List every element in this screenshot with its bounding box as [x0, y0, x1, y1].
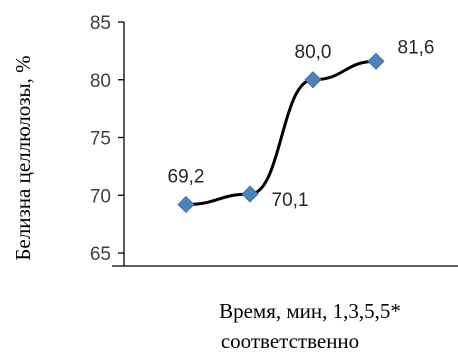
- y-tick-label: 80: [90, 71, 111, 92]
- y-tick-label: 65: [90, 244, 111, 265]
- series-line: [185, 59, 377, 206]
- data-label: 70,1: [272, 190, 309, 211]
- y-ticks: 65 70 75 80 85: [90, 13, 124, 265]
- data-labels: 69,2 70,1 80,0 81,6: [168, 37, 435, 211]
- data-label: 69,2: [168, 166, 205, 187]
- data-point-marker: [177, 195, 195, 214]
- data-point-marker: [241, 185, 259, 203]
- y-axis-title: Белизна целлюлозы, %: [11, 55, 35, 260]
- data-label: 81,6: [398, 37, 435, 58]
- x-axis-title-line1: Время, мин, 1,3,5,5*: [219, 299, 401, 323]
- y-tick-label: 70: [90, 186, 111, 207]
- y-axis: 65 70 75 80 85: [90, 13, 125, 266]
- series-markers: [177, 52, 385, 214]
- y-tick-label: 85: [90, 13, 111, 34]
- data-point-marker: [367, 52, 385, 70]
- x-axis-title-line2: соответственно: [221, 329, 359, 352]
- data-point-marker: [304, 71, 322, 89]
- y-tick-label: 75: [90, 129, 111, 150]
- data-label: 80,0: [295, 42, 332, 63]
